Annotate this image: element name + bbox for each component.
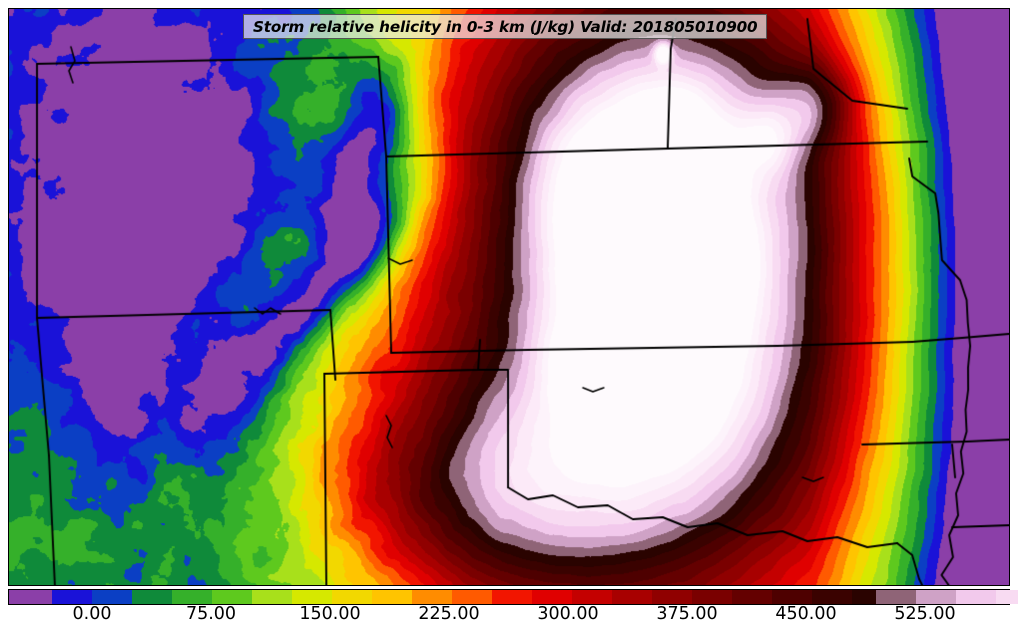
colorbar[interactable] bbox=[8, 589, 1018, 605]
map-title-text: Storm relative helicity in 0-3 km (J/kg)… bbox=[253, 17, 758, 36]
colorbar-segment bbox=[372, 590, 412, 604]
colorbar-tick-label: 450.00 bbox=[775, 604, 837, 624]
colorbar-segment bbox=[876, 590, 916, 604]
colorbar-tick-label: 75.00 bbox=[185, 604, 237, 624]
colorbar-segment bbox=[652, 590, 692, 604]
map-panel[interactable] bbox=[8, 8, 1010, 586]
colorbar-segment bbox=[532, 590, 572, 604]
colorbar-tick-label: 300.00 bbox=[537, 604, 599, 624]
helicity-heatmap-canvas[interactable] bbox=[9, 9, 1009, 585]
colorbar-tick-label: 375.00 bbox=[656, 604, 718, 624]
colorbar-segment bbox=[452, 590, 492, 604]
colorbar-segment bbox=[252, 590, 292, 604]
colorbar-segment bbox=[292, 590, 332, 604]
colorbar-segment bbox=[852, 590, 876, 604]
colorbar-segment bbox=[212, 590, 252, 604]
colorbar-segment bbox=[956, 590, 996, 604]
colorbar-segment bbox=[172, 590, 212, 604]
colorbar-segment bbox=[916, 590, 956, 604]
colorbar-segment bbox=[612, 590, 652, 604]
colorbar-segment bbox=[772, 590, 812, 604]
colorbar-segment bbox=[412, 590, 452, 604]
colorbar-segment bbox=[732, 590, 772, 604]
colorbar-segment bbox=[996, 590, 1018, 604]
colorbar-tick-labels: 0.00 75.00 150.00 225.00 300.00 375.00 450.00 5… bbox=[0, 604, 1018, 630]
colorbar-segment bbox=[492, 590, 532, 604]
colorbar-segment bbox=[52, 590, 92, 604]
colorbar-segment bbox=[572, 590, 612, 604]
colorbar-segment bbox=[332, 590, 372, 604]
map-title-box: Storm relative helicity in 0-3 km (J/kg)… bbox=[243, 14, 768, 39]
colorbar-tick-label: 225.00 bbox=[418, 604, 480, 624]
colorbar-segment bbox=[692, 590, 732, 604]
colorbar-segment bbox=[9, 590, 52, 604]
colorbar-tick-label: 0.00 bbox=[72, 604, 112, 624]
colorbar-tick-label: 150.00 bbox=[299, 604, 361, 624]
colorbar-tick-label: 525.00 bbox=[894, 604, 956, 624]
colorbar-segment bbox=[92, 590, 132, 604]
colorbar-segment bbox=[812, 590, 852, 604]
colorbar-segment bbox=[132, 590, 172, 604]
